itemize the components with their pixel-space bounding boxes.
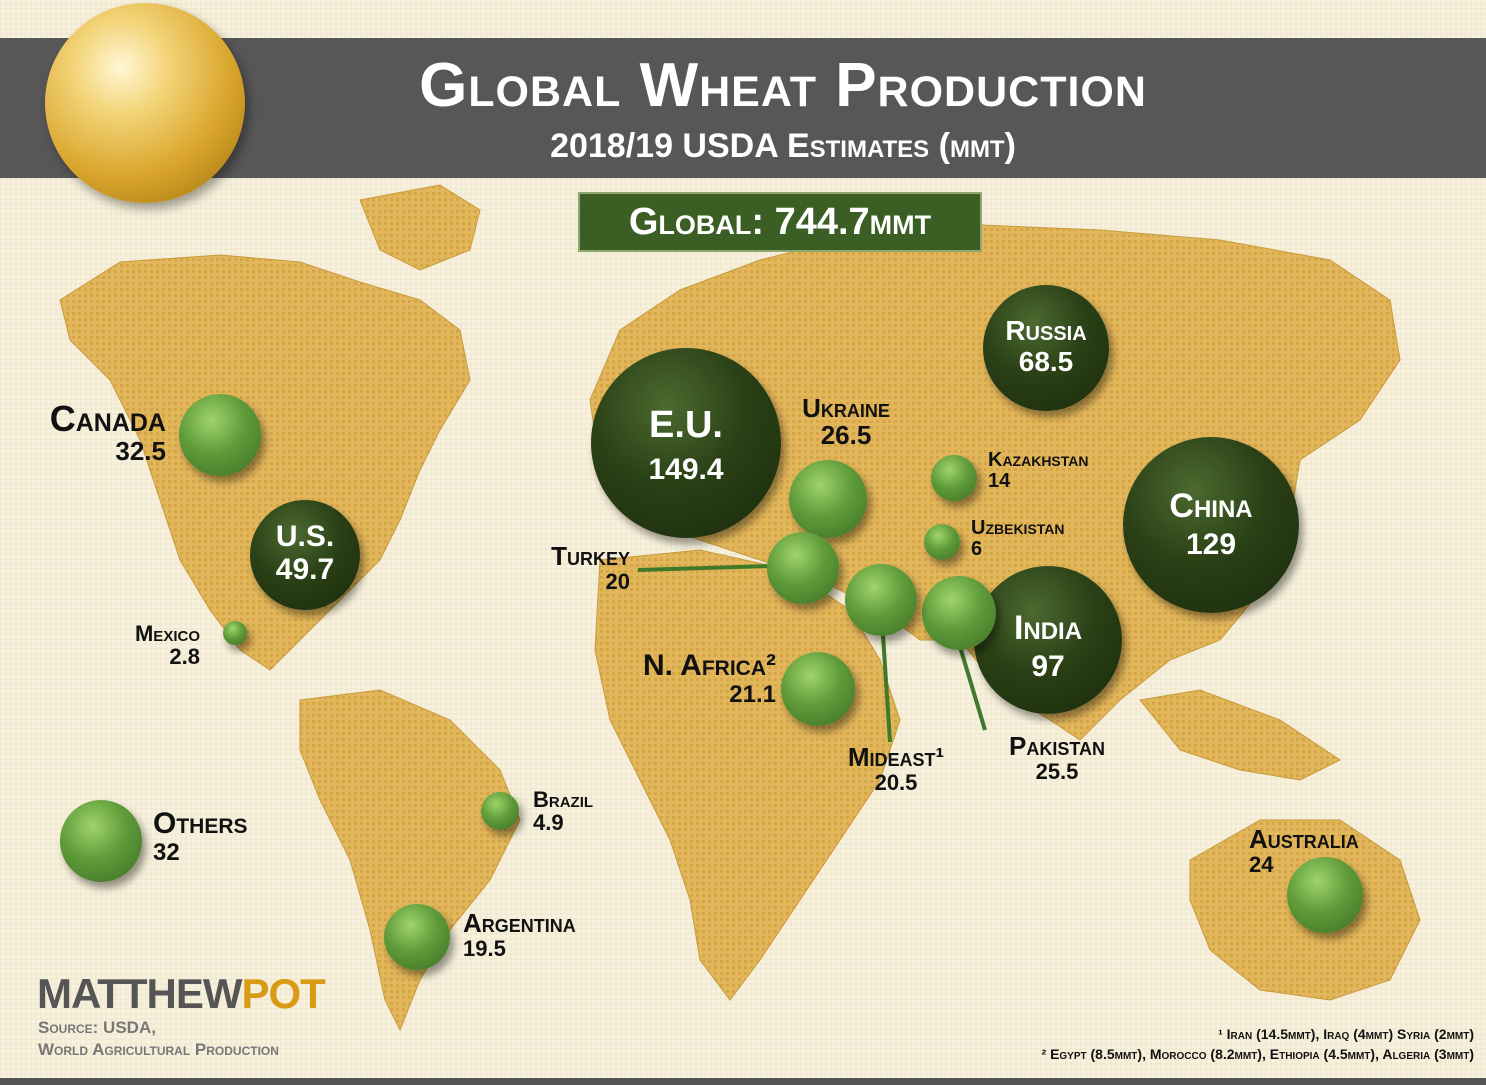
mexico-label: Mexico 2.8 (100, 622, 200, 668)
brazil-value: 4.9 (533, 810, 564, 836)
russia-bubble-label: Russia 68.5 (983, 315, 1109, 378)
southeast-asia-landmass (1139, 689, 1341, 781)
ukraine-name: Ukraine (802, 393, 890, 423)
uzbekistan-value: 6 (971, 538, 983, 560)
n-africa-value: 21.1 (729, 680, 776, 708)
greenland-landmass (359, 184, 481, 271)
mexico-value: 2.8 (169, 644, 200, 670)
canada-name: Canada (49, 398, 166, 439)
n-africa-bubble (781, 652, 855, 726)
uzbekistan-name: Uzbekistan (971, 517, 1065, 539)
india-bubble-label: India 97 (974, 609, 1122, 685)
pakistan-value: 25.5 (1035, 759, 1079, 785)
brazil-label: Brazil 4.9 (533, 788, 593, 834)
page-subtitle: 2018/19 USDA Estimates (mmt) (550, 127, 1016, 165)
header-bar (0, 38, 1486, 178)
argentina-name: Argentina (463, 908, 576, 938)
pakistan-name: Pakistan (1008, 731, 1105, 761)
argentina-bubble (384, 904, 450, 970)
n-africa-name: N. Africa² (642, 649, 776, 682)
turkey-leader-line (637, 564, 771, 572)
australia-name: Australia (1249, 824, 1359, 854)
australia-value: 24 (1249, 852, 1274, 878)
mideast-label: Mideast¹ 20.5 (826, 742, 966, 796)
us-bubble (250, 500, 360, 610)
turkey-label: Turkey 20 (512, 541, 630, 595)
others-value: 32 (153, 838, 180, 866)
kazakhstan-name: Kazakhstan (988, 449, 1089, 471)
argentina-value: 19.5 (463, 936, 506, 962)
china-value: 129 (1185, 528, 1237, 562)
ukraine-bubble (789, 460, 867, 538)
ukraine-value: 26.5 (820, 420, 872, 451)
russia-value: 68.5 (1018, 345, 1074, 377)
us-bubble-label: U.S. 49.7 (250, 520, 360, 586)
brand-part1: MATTHEW (37, 970, 242, 1017)
eu-value: 149.4 (648, 452, 724, 486)
globe-icon (45, 3, 245, 203)
others-label: Others 32 (153, 808, 248, 865)
china-bubble-label: China 129 (1123, 487, 1299, 563)
brazil-name: Brazil (533, 787, 594, 812)
pakistan-label: Pakistan 25.5 (986, 731, 1128, 785)
mideast-value: 20.5 (874, 770, 918, 796)
source-line2: World Agricultural Production (38, 1040, 279, 1060)
turkey-name: Turkey (551, 541, 630, 571)
india-name: India (1013, 609, 1083, 647)
turkey-bubble (767, 532, 839, 604)
canada-label: Canada 32.5 (18, 400, 166, 465)
eu-bubble (591, 348, 781, 538)
eu-bubble-label: E.U. 149.4 (591, 404, 781, 489)
kazakhstan-value: 14 (988, 470, 1011, 492)
footnotes: ¹ Iran (14.5mmt), Iraq (4mmt) Syria (2mm… (1042, 1024, 1474, 1065)
pakistan-leader-line (956, 639, 987, 731)
us-value: 49.7 (275, 553, 335, 586)
n-africa-label: N. Africa² 21.1 (590, 650, 776, 707)
mexico-bubble (223, 621, 247, 645)
north-america-landmass (59, 254, 471, 671)
uzbekistan-label: Uzbekistan 6 (971, 518, 1065, 560)
mideast-leader-line (880, 619, 892, 743)
page-title: Global Wheat Production (419, 51, 1147, 120)
turkey-value: 20 (605, 569, 630, 595)
footnote-1: ¹ Iran (14.5mmt), Iraq (4mmt) Syria (2mm… (1218, 1026, 1474, 1042)
uzbekistan-bubble (924, 524, 960, 560)
china-bubble (1123, 437, 1299, 613)
source-line1: Source: USDA, (38, 1018, 156, 1037)
brand-part2: POT (241, 970, 326, 1017)
china-name: China (1169, 487, 1253, 525)
australia-bubble (1287, 857, 1363, 933)
india-value: 97 (1031, 650, 1065, 684)
brazil-bubble (481, 792, 519, 830)
mexico-name: Mexico (134, 621, 200, 646)
south-america-landmass (299, 689, 521, 1032)
eu-name: E.U. (649, 404, 723, 446)
mideast-name: Mideast¹ (847, 742, 945, 772)
others-name: Others (153, 807, 248, 840)
russia-bubble (983, 285, 1109, 411)
footnote-2: ² Egypt (8.5mmt), Morocco (8.2mmt), Ethi… (1041, 1046, 1474, 1063)
mideast-bubble (845, 564, 917, 636)
australia-label: Australia 24 (1249, 824, 1359, 878)
kazakhstan-bubble (931, 455, 977, 501)
pakistan-bubble (922, 576, 996, 650)
source-note: Source: USDA, World Agricultural Product… (38, 1017, 279, 1061)
canada-value: 32.5 (115, 435, 166, 466)
brand-logo: MATTHEWPOT (37, 970, 326, 1018)
global-total-badge: Global: 744.7mmt (578, 192, 982, 252)
russia-name: Russia (1005, 315, 1087, 346)
argentina-label: Argentina 19.5 (463, 908, 576, 962)
india-bubble (974, 566, 1122, 714)
others-bubble (60, 800, 142, 882)
kazakhstan-label: Kazakhstan 14 (988, 450, 1089, 492)
bottom-bar (0, 1078, 1486, 1085)
ukraine-label: Ukraine 26.5 (783, 393, 909, 451)
canada-bubble (179, 394, 261, 476)
us-name: U.S. (275, 520, 335, 553)
